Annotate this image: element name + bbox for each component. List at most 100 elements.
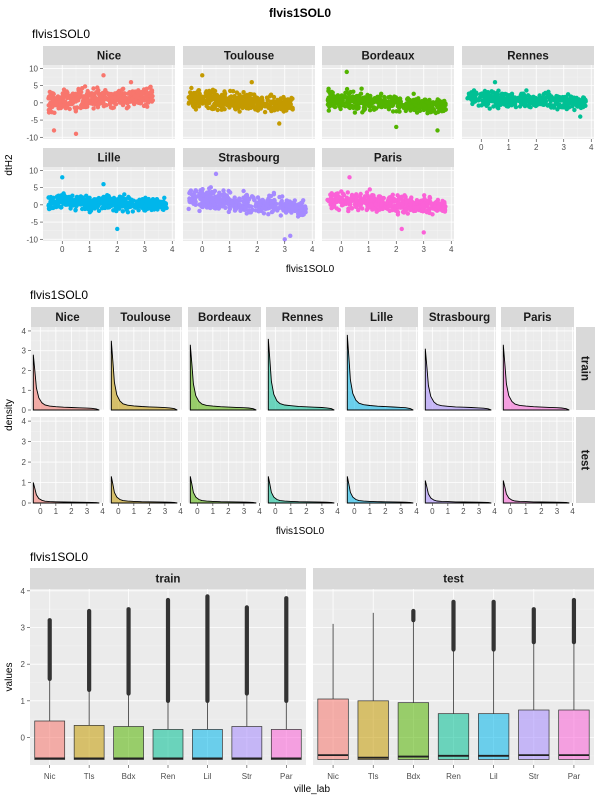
scatter-point [187, 189, 193, 195]
scatter-point [101, 90, 106, 96]
density-x-tick-label: 3 [242, 507, 247, 516]
scatter-point [249, 194, 255, 199]
density-x-tick-label: 4 [414, 507, 419, 516]
scatter-point [328, 197, 333, 202]
scatter-point [101, 182, 106, 187]
scatter-point [440, 104, 445, 110]
scatter-point [123, 95, 128, 101]
scatter-point [435, 204, 441, 210]
scatter-point [262, 109, 268, 115]
density-x-tick-label: 2 [147, 507, 152, 516]
scatter-point [186, 206, 191, 212]
density-x-tick-label: 1 [54, 507, 59, 516]
scatter-point [491, 104, 496, 109]
scatter-point [226, 188, 231, 194]
density-strip-toulouse: Toulouse [120, 312, 170, 324]
scatter-point [77, 89, 82, 94]
scatter-point [394, 99, 399, 105]
scatter-point [378, 194, 383, 200]
scatter-point [210, 104, 215, 109]
density-x-tick-label: 2 [226, 507, 231, 516]
scatter-point [269, 203, 275, 209]
density-y-tick-label: 2 [22, 366, 27, 375]
facet-strip-lille-background [43, 148, 175, 167]
scatter-point [494, 94, 500, 99]
panel-background [501, 327, 574, 410]
scatter-point [48, 100, 53, 106]
scatter-point [101, 100, 106, 105]
row-strip-train-background [576, 327, 595, 410]
density-strip-bordeaux: Bordeaux [198, 312, 252, 324]
density-area-paris-train [502, 344, 570, 411]
scatter-point [431, 101, 437, 106]
scatter-point [107, 205, 112, 210]
panel-background [345, 327, 418, 410]
scatter-point [290, 107, 295, 112]
density-strip-paris-background [501, 307, 574, 327]
density-x-tick-label: 4 [492, 507, 497, 516]
panel-background [423, 417, 496, 503]
scatter-point [84, 201, 90, 206]
scatter-point [83, 95, 88, 100]
scatter-point [574, 100, 580, 106]
scatter-point [326, 108, 331, 113]
density-x-tick-label: 1 [289, 507, 294, 516]
row-strip-test-background [576, 417, 595, 503]
density-x-tick-label: 4 [178, 507, 183, 516]
density-x-tick-label: 0 [273, 507, 278, 516]
scatter-point [439, 100, 445, 106]
scatter-point [415, 205, 420, 210]
scatter-point [522, 95, 527, 101]
panel-background [345, 417, 418, 503]
scatter-point [193, 199, 198, 204]
scatter-point [271, 190, 277, 196]
scatter-point [374, 209, 379, 214]
scatter-point [367, 108, 373, 113]
scatter-point [124, 106, 130, 111]
scatter-point [207, 205, 212, 210]
density-x-tick-label: 4 [100, 507, 105, 516]
scatter-point [425, 111, 430, 116]
scatter-point [46, 202, 52, 207]
scatter-point [388, 204, 393, 209]
scatter-y-tick-label: 0 [34, 99, 39, 108]
scatter-point [73, 98, 78, 103]
scatter-point [501, 94, 506, 100]
scatter-point [89, 202, 95, 207]
scatter-point [128, 80, 134, 85]
scatter-point [499, 91, 505, 97]
scatter-point [73, 208, 78, 213]
scatter-point [421, 103, 427, 108]
scatter-point [568, 94, 573, 99]
scatter-point [379, 202, 384, 207]
density-strip-paris: Paris [523, 312, 551, 324]
scatter-points-bordeaux [325, 69, 448, 133]
density-x-tick-label: 1 [211, 507, 216, 516]
scatter-point [213, 171, 219, 177]
facet-strip-bordeaux: Bordeaux [361, 51, 415, 63]
scatter-point [350, 94, 355, 99]
scatter-point [262, 101, 267, 106]
scatter-point [413, 208, 418, 213]
scatter-point [52, 110, 57, 116]
box-x-tick-label: Lil [203, 772, 211, 781]
scatter-point [146, 196, 151, 202]
scatter-point [426, 100, 431, 105]
scatter-point [512, 95, 518, 100]
scatter-point [504, 98, 510, 103]
scatter-point [188, 90, 193, 95]
scatter-point [536, 100, 541, 105]
scatter-y-tick-label: -5 [31, 116, 39, 125]
scatter-points-nice [46, 73, 155, 137]
scatter-point [389, 207, 395, 213]
scatter-point [91, 106, 96, 111]
panel-background [109, 417, 182, 503]
scatter-point [367, 187, 372, 192]
scatter-point [210, 199, 215, 204]
scatter-point [119, 199, 125, 204]
scatter-point [484, 103, 489, 109]
box-x-tick-label: Par [568, 772, 581, 781]
scatter-y-tick-label: 5 [34, 184, 39, 193]
